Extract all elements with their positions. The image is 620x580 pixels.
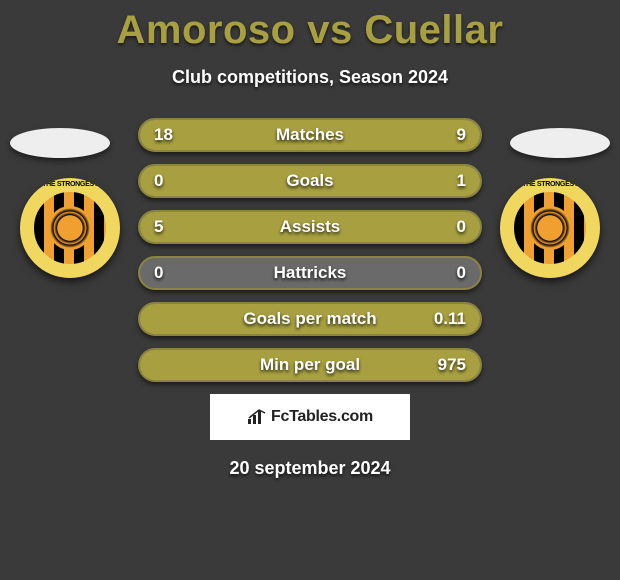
stat-value-right: 0 <box>457 212 466 242</box>
stat-label: Matches <box>140 120 480 150</box>
stat-label: Goals per match <box>140 304 480 334</box>
flag-left <box>10 128 110 158</box>
stat-value-right: 975 <box>438 350 466 380</box>
stat-row: Goals per match0.11 <box>138 302 482 336</box>
stat-label: Min per goal <box>140 350 480 380</box>
comparison-date: 20 september 2024 <box>0 458 620 479</box>
stat-label: Assists <box>140 212 480 242</box>
stat-value-right: 0 <box>457 258 466 288</box>
brand-badge: FcTables.com <box>210 394 410 440</box>
stat-row: 0Hattricks0 <box>138 256 482 290</box>
team-badge-right: THE STRONGEST <box>500 178 600 278</box>
brand-text: FcTables.com <box>271 408 373 426</box>
stat-label: Goals <box>140 166 480 196</box>
chart-icon <box>247 409 267 425</box>
tiger-icon <box>48 206 92 250</box>
comparison-subtitle: Club competitions, Season 2024 <box>0 67 620 88</box>
stat-row: 0Goals1 <box>138 164 482 198</box>
stat-value-right: 1 <box>457 166 466 196</box>
stat-label: Hattricks <box>140 258 480 288</box>
comparison-content: THE STRONGEST THE STRONGEST 18Matches90G… <box>0 118 620 382</box>
comparison-title: Amoroso vs Cuellar <box>0 0 620 53</box>
stat-value-right: 9 <box>457 120 466 150</box>
stat-value-right: 0.11 <box>434 304 466 334</box>
stat-row: 5Assists0 <box>138 210 482 244</box>
stat-bars-container: 18Matches90Goals15Assists00Hattricks0Goa… <box>138 118 482 382</box>
stat-row: Min per goal975 <box>138 348 482 382</box>
stat-row: 18Matches9 <box>138 118 482 152</box>
flag-right <box>510 128 610 158</box>
team-badge-left: THE STRONGEST <box>20 178 120 278</box>
tiger-icon <box>528 206 572 250</box>
